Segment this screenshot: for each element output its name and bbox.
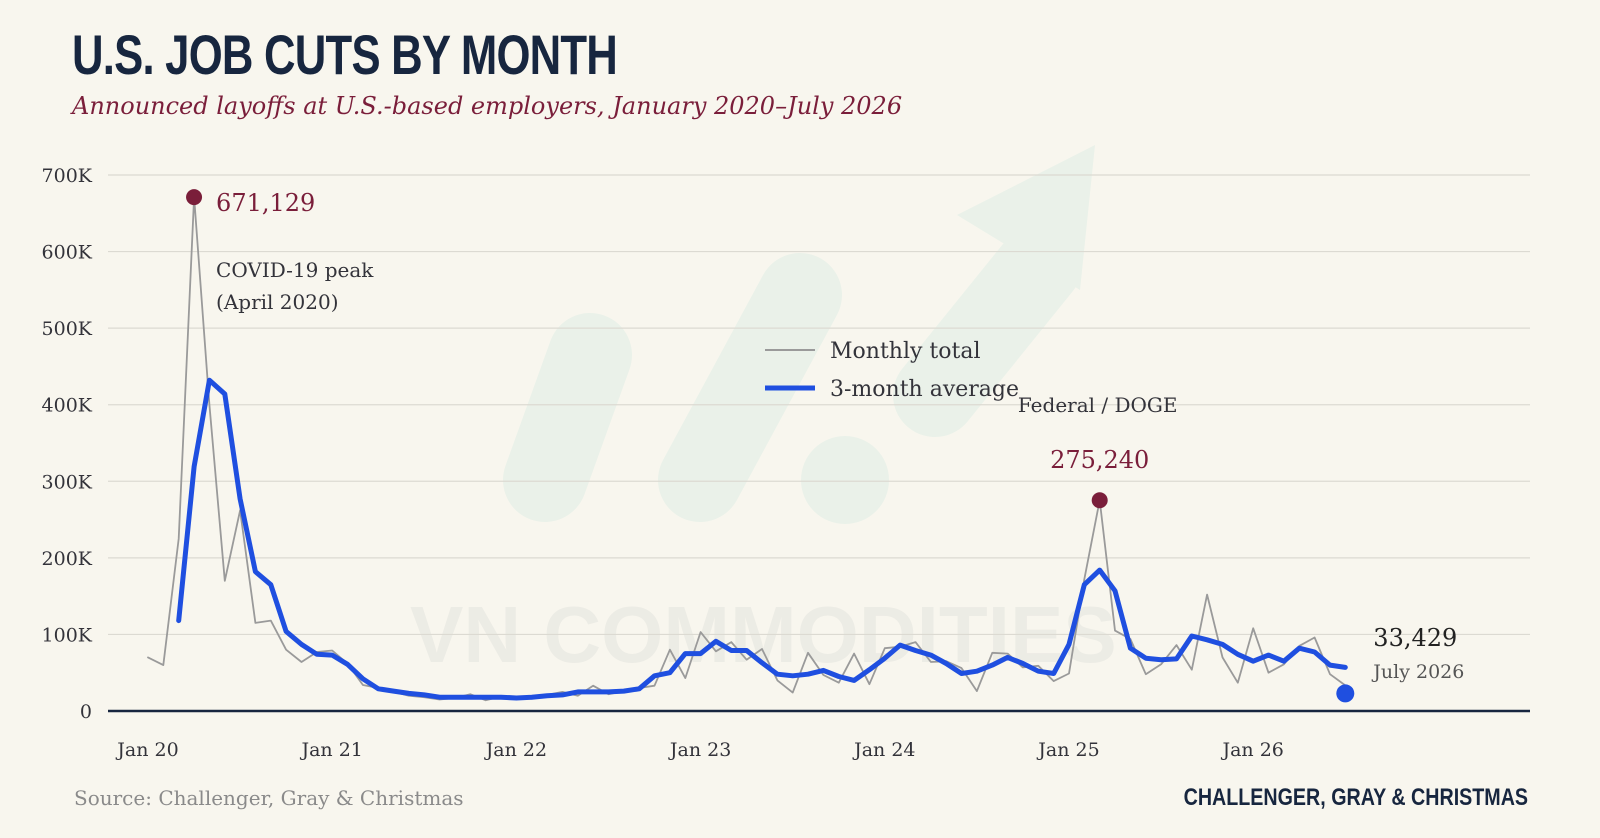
doge-label: Federal / DOGE — [1018, 393, 1178, 417]
doge-value-label: 275,240 — [1050, 446, 1149, 474]
watermark-arrow-shaft — [893, 223, 1082, 437]
y-tick-label: 0 — [80, 701, 92, 723]
series-line-3-month-average — [176, 377, 1348, 701]
x-tick-label: Jan 20 — [115, 739, 178, 761]
chart-subtitle: Announced layoffs at U.S.-based employer… — [72, 92, 903, 120]
x-tick-label: Jan 25 — [1036, 739, 1099, 761]
watermark-bar-2 — [658, 253, 842, 522]
y-tick-label: 100K — [42, 624, 93, 646]
x-tick-label: Jan 21 — [299, 739, 362, 761]
watermark: VN COMMODITIES — [410, 145, 1117, 679]
series — [147, 189, 1355, 703]
y-tick-label: 700K — [42, 165, 93, 187]
watermark-dot — [801, 436, 889, 524]
last-value-label: 33,429 — [1373, 624, 1457, 652]
watermark-arrow-head — [957, 145, 1095, 290]
peak-label-line-1: COVID-19 peak — [216, 258, 374, 282]
last-date-label: July 2026 — [1371, 661, 1464, 683]
doge-marker — [1091, 492, 1108, 509]
legend: Monthly total 3-month average — [765, 339, 1019, 402]
x-tick-label: Jan 26 — [1220, 739, 1283, 761]
peak-value-label: 671,129 — [216, 189, 315, 217]
x-tick-label: Jan 23 — [668, 739, 731, 761]
chart-title: U.S. JOB CUTS BY MONTH — [72, 23, 618, 86]
y-tick-label: 500K — [42, 318, 93, 340]
source-note: Source: Challenger, Gray & Christmas — [74, 786, 464, 810]
legend-label-monthly: Monthly total — [830, 339, 981, 364]
y-tick-label: 400K — [42, 395, 93, 417]
last-value-marker — [1336, 684, 1355, 703]
axes: 0 100K 200K 300K 400K 500K 600K 700K Jan 20 Jan 2… — [42, 165, 1530, 761]
y-tick-label: 300K — [42, 471, 93, 493]
legend-label-average: 3-month average — [830, 377, 1019, 402]
peak-marker — [186, 189, 203, 206]
y-tick-label: 200K — [42, 548, 93, 570]
brand-logo-text: CHALLENGER, GRAY & CHRISTMAS — [1183, 784, 1528, 811]
gridlines — [108, 174, 1530, 636]
peak-label-line-2: (April 2020) — [216, 290, 338, 314]
x-tick-label: Jan 24 — [852, 739, 915, 761]
y-tick-label: 600K — [42, 242, 93, 264]
watermark-bar-1 — [503, 313, 632, 522]
x-tick-label: Jan 22 — [484, 739, 547, 761]
annotations: 671,129 COVID-19 peak (April 2020) Feder… — [216, 189, 1464, 683]
